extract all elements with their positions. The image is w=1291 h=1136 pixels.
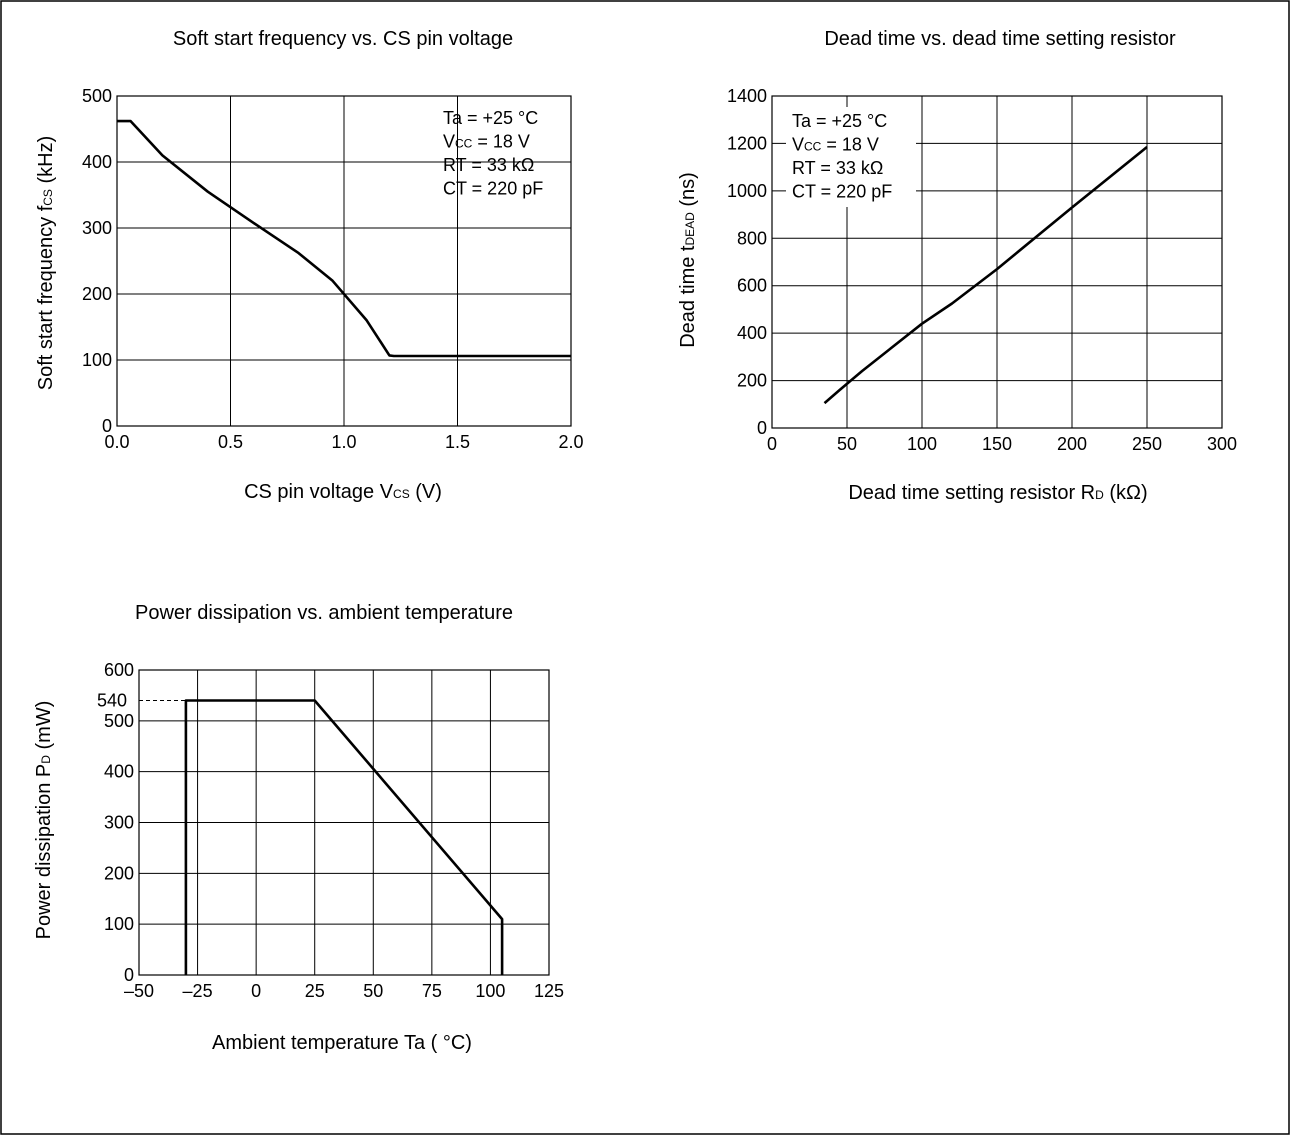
y-tick-label: 0: [124, 965, 134, 985]
y-tick-label: 200: [104, 863, 134, 883]
x-tick-label: 0.5: [218, 432, 243, 452]
x-tick-label: 250: [1132, 434, 1162, 454]
x-tick-label: 50: [837, 434, 857, 454]
x-tick-label: 2.0: [558, 432, 583, 452]
condition-label: RT = 33 kΩ: [443, 155, 534, 175]
y-tick-label: 400: [104, 762, 134, 782]
soft-start-frequency-chart: Soft start frequency vs. CS pin voltage …: [35, 28, 584, 503]
y-tick-label: 500: [104, 711, 134, 731]
x-tick-label: –25: [183, 981, 213, 1001]
series-line: [117, 119, 571, 358]
y-tick-label: 600: [737, 276, 767, 296]
condition-label: VCC = 18 V: [792, 135, 879, 155]
x-tick-label: 200: [1057, 434, 1087, 454]
y-tick-label-540: 540: [97, 691, 127, 711]
chart-title: Soft start frequency vs. CS pin voltage: [173, 28, 513, 50]
y-tick-label: 600: [104, 660, 134, 680]
dead-time-chart: Dead time vs. dead time setting resistor…: [677, 28, 1237, 504]
condition-label: VCC = 18 V: [443, 132, 530, 152]
condition-label: Ta = +25 °C: [792, 111, 887, 131]
power-dissipation-chart: Power dissipation vs. ambient temperatur…: [33, 602, 564, 1054]
chart-title: Dead time vs. dead time setting resistor: [824, 28, 1176, 50]
x-tick-label: –50: [124, 981, 154, 1001]
x-tick-label: 50: [363, 981, 383, 1001]
series-line: [823, 145, 1148, 405]
x-tick-label: 25: [305, 981, 325, 1001]
y-tick-label: 100: [104, 914, 134, 934]
condition-label: CT = 220 pF: [443, 179, 543, 199]
condition-label: CT = 220 pF: [792, 182, 892, 202]
plot-frame: [771, 95, 1223, 429]
y-tick-label: 200: [737, 371, 767, 391]
y-axis-label: Dead time tDEAD (ns): [677, 172, 699, 348]
x-axis-label: Ambient temperature Ta ( °C): [212, 1032, 472, 1054]
y-tick-label: 0: [102, 416, 112, 436]
condition-label: RT = 33 kΩ: [792, 158, 883, 178]
y-tick-label: 0: [757, 418, 767, 438]
y-tick-label: 800: [737, 228, 767, 248]
x-tick-label: 1.5: [445, 432, 470, 452]
x-tick-label: 100: [475, 981, 505, 1001]
series-line: [184, 699, 504, 975]
x-tick-label: 0: [767, 434, 777, 454]
x-tick-label: 125: [534, 981, 564, 1001]
y-tick-label: 1400: [727, 86, 767, 106]
y-axis-label: Soft start frequency fCS (kHz): [35, 136, 57, 391]
y-tick-label: 500: [82, 86, 112, 106]
condition-label: Ta = +25 °C: [443, 108, 538, 128]
x-tick-label: 150: [982, 434, 1012, 454]
x-tick-label: 300: [1207, 434, 1237, 454]
x-tick-label: 75: [422, 981, 442, 1001]
x-tick-label: 0.0: [104, 432, 129, 452]
x-axis-label: Dead time setting resistor RD (kΩ): [848, 482, 1147, 504]
y-tick-label: 1200: [727, 133, 767, 153]
x-tick-label: 100: [907, 434, 937, 454]
x-axis-label: CS pin voltage VCS (V): [244, 481, 442, 503]
plot-frame: [138, 669, 550, 976]
y-tick-label: 100: [82, 350, 112, 370]
y-axis-label: Power dissipation PD (mW): [33, 701, 55, 940]
x-tick-label: 0: [251, 981, 261, 1001]
conditions-box: [786, 107, 916, 207]
y-tick-label: 400: [737, 323, 767, 343]
y-tick-label: 1000: [727, 181, 767, 201]
y-tick-label: 200: [82, 284, 112, 304]
chart-title: Power dissipation vs. ambient temperatur…: [135, 602, 513, 624]
plot-frame: [116, 95, 572, 427]
y-tick-label: 300: [104, 813, 134, 833]
y-tick-label: 300: [82, 218, 112, 238]
y-tick-label: 400: [82, 152, 112, 172]
x-tick-label: 1.0: [331, 432, 356, 452]
